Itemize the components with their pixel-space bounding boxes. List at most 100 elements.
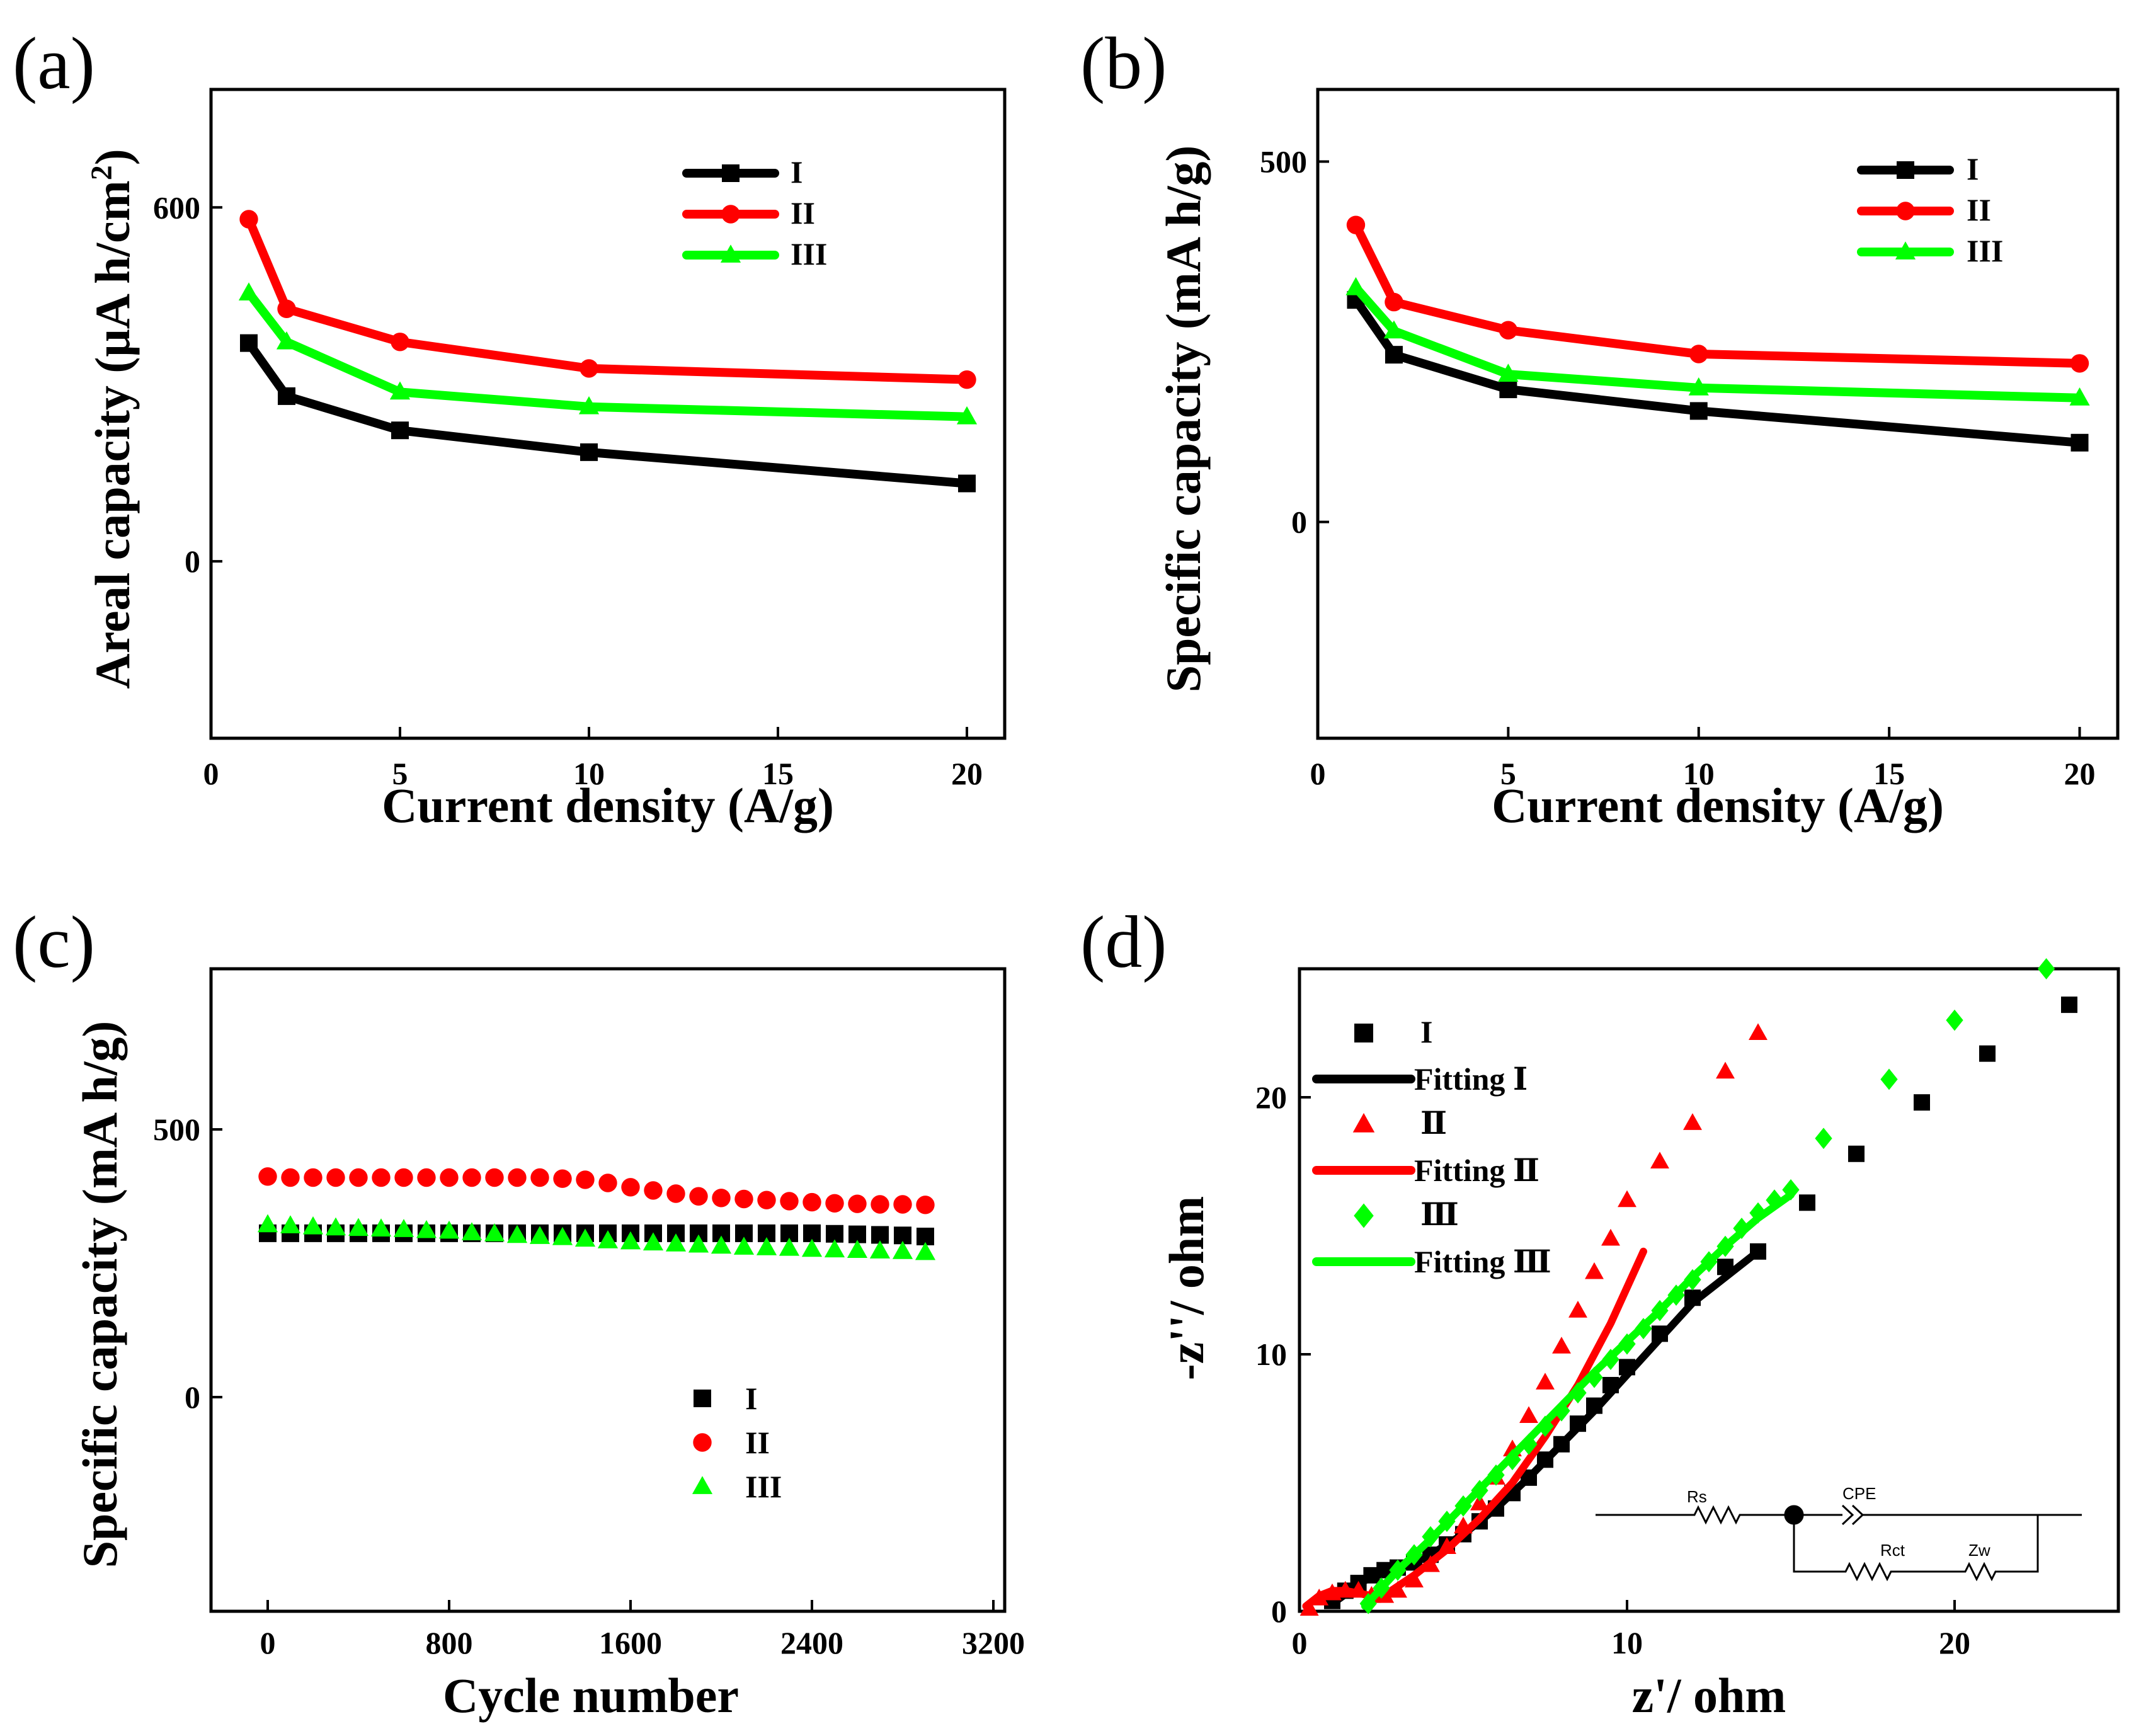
panel-d-series-4-point-30 (2037, 958, 2055, 979)
panel-b-ytick-labels: 0 500 (1260, 144, 1307, 539)
panel-d-series-4-point-27 (1815, 1128, 1832, 1150)
panel-a-legend-marker-2 (720, 244, 741, 263)
panel-a-legend-II: II (791, 195, 815, 231)
panel-c-series-2-point-20 (711, 1235, 732, 1254)
panel-a-xtick-15: 15 (762, 756, 794, 791)
panel-b-ylabel: Specific capacity (mA h/g) (1156, 146, 1211, 693)
panel-d-series (1299, 958, 2077, 1616)
label-rct: Rct (1880, 1541, 1905, 1560)
panel-c-series-2-point-14 (574, 1228, 596, 1247)
panel-b-legend-III: III (1967, 233, 2003, 268)
panel-c-series-2-point-11 (506, 1225, 528, 1243)
panel-d-series-3-line (1302, 1247, 1647, 1610)
panel-c-series-1-point-17 (644, 1181, 663, 1200)
panel-c-series-2-point-1 (280, 1215, 301, 1233)
panel-c-series-2-point-5 (370, 1218, 392, 1236)
panel-d-series-2-point-17 (1552, 1337, 1571, 1354)
panel-d-series-2-point-21 (1618, 1190, 1636, 1208)
panel-d-ytick-20: 20 (1255, 1080, 1287, 1115)
panel-c-series-1-point-2 (304, 1168, 323, 1187)
panel-d-ytick-labels: 0 10 20 (1255, 1080, 1287, 1629)
panel-c-ticks (211, 1128, 995, 1611)
panel-d-series-0-point-28 (2061, 996, 2077, 1014)
panel-b-xtick-5: 5 (1500, 756, 1516, 791)
panel-b-ticks (1316, 160, 2081, 738)
panel-a-xtick-0: 0 (203, 756, 219, 791)
panel-d-series-0-point-25 (1848, 1145, 1865, 1162)
panel-c-legend-marker-2 (692, 1476, 713, 1494)
panel-c-series-2-point-9 (461, 1222, 483, 1240)
panel-b-series-2-point-2 (1498, 363, 1519, 382)
panel-c-series-2-point-7 (416, 1219, 437, 1238)
panel-c-series-2-point-15 (597, 1230, 619, 1248)
panel-a-series-0-point-0 (240, 334, 258, 352)
panel-b-series-1-point-4 (2070, 354, 2089, 373)
rct-zw-branch (1793, 1515, 2039, 1582)
panel-d-legend-marker-2 (1352, 1113, 1375, 1133)
panel-d-label: (d) (1080, 901, 1167, 983)
panel-b-series-0-point-3 (1689, 402, 1708, 420)
panel-b: (b) 0 5 10 15 20 0 500 Current density (… (1080, 22, 2120, 833)
panel-c-xtick-800: 800 (426, 1625, 473, 1660)
panel-a-legend-marker-0 (722, 164, 740, 182)
panel-a-ytick-600: 600 (153, 190, 200, 225)
panel-b-label: (b) (1080, 22, 1167, 105)
panel-c-series-1-point-27 (871, 1195, 889, 1214)
panel-d-ytick-0: 0 (1271, 1594, 1287, 1629)
panel-c-legend-III: III (745, 1469, 782, 1504)
panel-b-series-2-point-1 (1383, 320, 1405, 339)
inset-circuit: Rs CPE Rct Zw (1596, 1484, 2082, 1582)
panel-d-series-0-point-27 (1979, 1045, 1996, 1062)
panel-c-ytick-500: 500 (153, 1112, 200, 1147)
panel-c-series-1-point-22 (757, 1191, 776, 1209)
panel-a-ticks (210, 206, 968, 738)
panel-c-series-2-point-6 (393, 1219, 414, 1237)
panel-c-series-1-point-6 (394, 1168, 413, 1187)
panel-b-series-2-line (1351, 283, 2084, 403)
panel-a-series (238, 210, 978, 493)
panel-c-series-2-point-3 (325, 1217, 346, 1236)
panel-a-series-1-point-0 (239, 210, 258, 229)
panel-a-frame (209, 88, 1007, 740)
panel-a-xtick-5: 5 (392, 756, 408, 791)
panel-a-series-1-line (244, 215, 971, 384)
panel-b-series-0-point-4 (2070, 433, 2089, 452)
panel-c-series-2-point-24 (801, 1238, 823, 1257)
panel-c-series-2-point-27 (869, 1240, 891, 1259)
panel-a-xtick-10: 10 (573, 756, 605, 791)
panel-d: (d) 0 10 20 0 10 20 z'/ ohm -z''/ ohm I … (1080, 901, 2120, 1723)
panel-c-series-2-point-26 (847, 1240, 868, 1258)
panel-a-label: (a) (13, 22, 95, 105)
panel-d-series-2-point-12 (1470, 1493, 1489, 1510)
panel-d-xlabel: z'/ ohm (1632, 1668, 1786, 1723)
panel-a-series-0-point-3 (580, 443, 598, 461)
panel-c-series-1-point-24 (802, 1192, 821, 1212)
panel-d-series-2-point-25 (1749, 1023, 1768, 1041)
panel-b-series-1-point-3 (1689, 345, 1708, 363)
panel-b-legend-marker-1 (1896, 202, 1915, 220)
panel-c-series-1-point-21 (734, 1189, 753, 1209)
panel-c-series-1-point-13 (553, 1169, 572, 1188)
cpe-element (1794, 1504, 2082, 1526)
panel-c-series-2-point-12 (529, 1226, 551, 1244)
panel-d-legend-II: Ⅱ (1420, 1105, 1447, 1141)
panel-d-xtick-0: 0 (1292, 1625, 1308, 1660)
panel-a-series-2-point-4 (956, 406, 978, 425)
panel-c-xtick-3200: 3200 (962, 1625, 1025, 1660)
panel-b-ytick-0: 0 (1291, 505, 1307, 540)
panel-d-legend-fit-III: Fitting Ⅲ (1414, 1244, 1551, 1279)
panel-a-series-1-point-3 (580, 359, 598, 378)
panel-d-legend-fit-II: Fitting Ⅱ (1414, 1153, 1539, 1188)
panel-a-series-2-point-1 (276, 331, 297, 350)
panel-c-series-1-point-25 (825, 1194, 844, 1213)
panel-c-series-1-point-12 (530, 1168, 549, 1187)
panel-c-series-2-point-13 (552, 1226, 573, 1245)
panel-c-ytick-0: 0 (185, 1379, 200, 1415)
panel-c-series-1-point-16 (621, 1178, 640, 1197)
panel-c-xtick-labels: 0 800 1600 2400 3200 (260, 1625, 1025, 1660)
panel-b-legend-II: II (1967, 192, 1991, 227)
panel-b-legend-marker-2 (1895, 241, 1916, 260)
panel-c-series-2-point-8 (438, 1220, 460, 1239)
panel-c-label: (c) (13, 901, 95, 983)
